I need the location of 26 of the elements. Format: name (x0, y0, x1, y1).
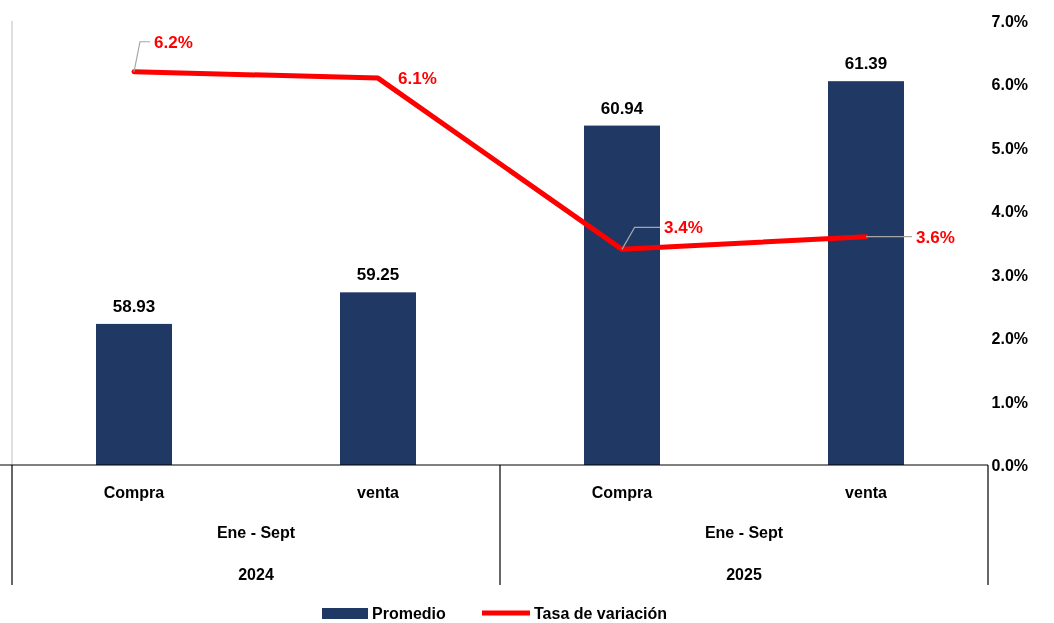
text: 2024 (238, 566, 274, 583)
y2-tick-label: 1.0% (991, 393, 1028, 411)
x-tick-label: venta (357, 484, 399, 501)
data-label: 61.39 (844, 54, 888, 74)
text: Ene - Sept (704, 524, 784, 541)
data-label: 60.94 (600, 98, 644, 118)
y2-tick-label: 5.0% (991, 139, 1028, 157)
y2-tick-label: 7.0% (991, 13, 1028, 30)
data-label: 59.25 (356, 265, 400, 285)
text: 2025 (726, 566, 762, 583)
x-tick-label: Compra (103, 484, 165, 501)
y2-tick-label: 2.0% (991, 330, 1028, 348)
data-label: 6.2% (154, 32, 193, 52)
legend-label: Tasa de variación (534, 605, 668, 622)
data-label: 6.1% (398, 69, 437, 89)
y2-tick-label: 6.0% (991, 76, 1028, 94)
data-label: 3.6% (916, 227, 955, 247)
y2-tick-label: 4.0% (991, 203, 1028, 221)
text: Ene - Sept (216, 524, 296, 541)
x-tick-label: venta (845, 484, 887, 501)
y2-tick-label: 3.0% (991, 266, 1028, 284)
data-label: 3.4% (664, 218, 703, 238)
x-tick-label: Compra (591, 484, 653, 501)
data-label: 58.93 (112, 296, 156, 316)
legend-label: Promedio (372, 605, 447, 622)
y2-tick-label: 0.0% (991, 457, 1028, 474)
